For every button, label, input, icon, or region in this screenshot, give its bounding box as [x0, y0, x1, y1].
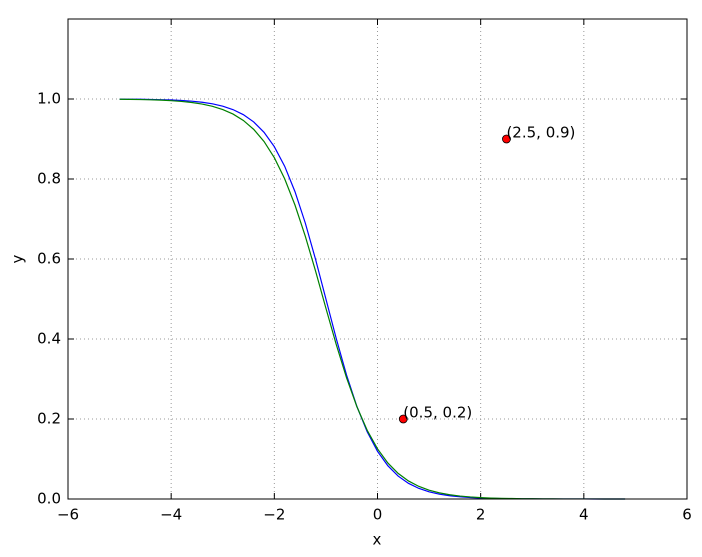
y-tick-label: 1.0 — [37, 90, 61, 108]
x-tick-label: 2 — [476, 506, 486, 524]
scatter-point — [502, 134, 511, 144]
y-tick-label: 0.0 — [37, 490, 61, 508]
y-tick-label: 0.6 — [37, 250, 61, 268]
point-annotation: (0.5, 0.2) — [403, 404, 472, 422]
y-tick-label: 0.2 — [37, 410, 61, 428]
x-tick-label: −2 — [263, 506, 285, 524]
point-annotation: (2.5, 0.9) — [506, 124, 575, 142]
y-tick-label: 0.8 — [37, 170, 61, 188]
scatter-point — [398, 414, 408, 424]
plot-frame — [67, 18, 688, 500]
x-tick-label: 4 — [579, 506, 589, 524]
y-tick-label: 0.4 — [37, 330, 61, 348]
x-tick-label: −4 — [160, 506, 182, 524]
x-tick-label: 6 — [682, 506, 692, 524]
line-series — [119, 98, 626, 500]
x-axis-label: x — [373, 531, 382, 549]
y-axis-label: y — [9, 254, 27, 263]
x-tick-label: 0 — [373, 506, 383, 524]
x-tick-label: −6 — [57, 506, 79, 524]
